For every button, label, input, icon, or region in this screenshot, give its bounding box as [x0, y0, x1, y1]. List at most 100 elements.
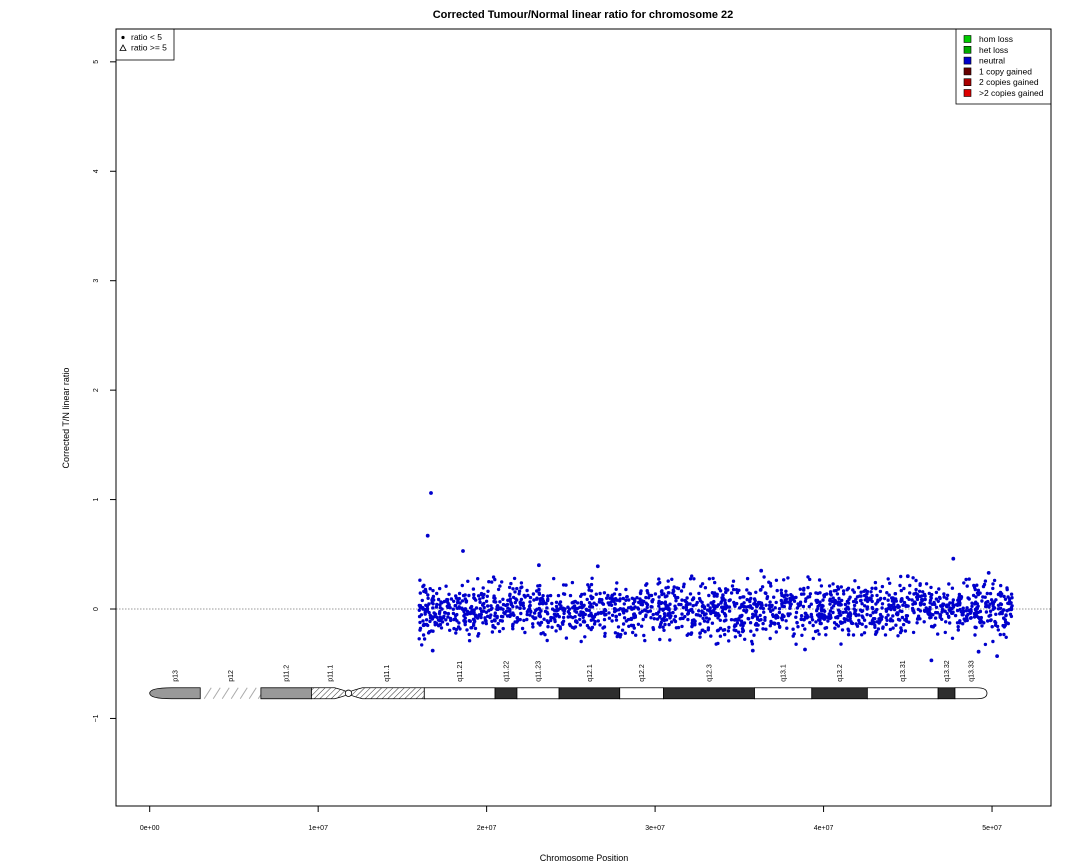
data-point: [780, 601, 785, 605]
data-point: [934, 597, 939, 601]
data-point: [495, 604, 500, 608]
data-point: [809, 602, 813, 606]
data-point: [726, 588, 730, 592]
data-point: [796, 625, 800, 629]
data-point: [807, 604, 811, 609]
data-point: [899, 626, 903, 630]
data-point: [528, 595, 533, 600]
data-point: [645, 582, 649, 586]
data-point: [839, 613, 843, 617]
data-point: [874, 610, 878, 614]
data-point: [808, 577, 812, 582]
outlier-point: [986, 571, 991, 575]
data-point: [424, 618, 429, 622]
data-point: [986, 599, 990, 604]
data-point: [681, 605, 686, 610]
data-point: [922, 602, 926, 606]
data-point: [891, 626, 895, 630]
data-point: [908, 583, 912, 588]
data-point: [769, 584, 773, 588]
data-point: [950, 601, 955, 605]
data-point: [707, 617, 711, 621]
data-point: [562, 611, 566, 616]
data-point: [915, 597, 920, 602]
data-point: [755, 615, 760, 619]
data-point: [464, 599, 468, 603]
data-point: [549, 618, 553, 623]
data-point: [784, 619, 788, 623]
data-point: [679, 589, 684, 593]
data-point: [967, 577, 971, 581]
ideogram-stalk-stroke: [212, 687, 221, 700]
data-point: [615, 581, 619, 585]
data-point: [788, 601, 792, 606]
data-point: [982, 621, 986, 625]
data-point: [774, 578, 779, 582]
data-point: [855, 624, 860, 628]
data-point: [567, 611, 572, 616]
data-point: [467, 639, 472, 643]
chart-title: Corrected Tumour/Normal linear ratio for…: [433, 9, 734, 21]
data-point: [436, 597, 441, 602]
data-point: [544, 601, 548, 606]
data-point: [918, 601, 923, 605]
data-point: [721, 596, 725, 600]
data-point: [833, 626, 837, 630]
data-point: [865, 612, 869, 617]
data-point: [584, 607, 589, 611]
x-tick-label: 4e+07: [814, 825, 834, 832]
data-point: [822, 615, 826, 619]
data-point: [700, 600, 704, 604]
data-point: [988, 602, 992, 606]
data-point: [817, 632, 821, 636]
data-point: [489, 604, 493, 608]
data-point: [472, 592, 476, 597]
data-point: [435, 615, 439, 619]
data-point: [603, 609, 608, 613]
data-point: [710, 621, 715, 625]
ideogram-band-label: p12: [228, 670, 235, 682]
data-point: [564, 583, 568, 587]
data-point: [470, 626, 474, 630]
data-point: [975, 591, 980, 595]
data-point: [552, 576, 556, 581]
data-point: [703, 586, 708, 590]
data-point: [617, 608, 621, 612]
data-point: [810, 615, 814, 619]
data-point: [745, 576, 750, 581]
marker-legend-label: ratio < 5: [131, 32, 162, 42]
data-point: [815, 600, 819, 605]
data-point: [841, 589, 846, 593]
data-point: [451, 607, 455, 611]
data-point: [481, 586, 485, 590]
data-point: [777, 610, 782, 615]
legend-color-swatch: [963, 67, 972, 76]
data-point: [627, 598, 631, 602]
data-point: [638, 591, 643, 595]
data-point: [612, 592, 617, 596]
data-point: [738, 596, 742, 600]
data-point: [471, 587, 476, 591]
data-point: [835, 592, 840, 596]
data-point: [939, 604, 943, 608]
data-point: [449, 597, 454, 601]
data-point: [973, 587, 977, 592]
data-point: [718, 634, 723, 638]
data-point: [456, 598, 460, 602]
data-point: [838, 603, 842, 607]
data-point: [944, 620, 948, 624]
data-point: [589, 602, 593, 606]
data-point: [857, 613, 861, 617]
data-point: [541, 597, 545, 601]
data-point: [916, 614, 921, 618]
data-point: [894, 623, 898, 627]
data-point: [822, 593, 826, 597]
data-point: [492, 618, 497, 622]
data-point: [914, 578, 918, 583]
data-point: [587, 626, 591, 630]
data-point: [839, 621, 843, 625]
data-point: [762, 575, 766, 579]
data-point: [440, 601, 444, 605]
data-point: [704, 616, 709, 620]
data-point: [479, 615, 483, 620]
